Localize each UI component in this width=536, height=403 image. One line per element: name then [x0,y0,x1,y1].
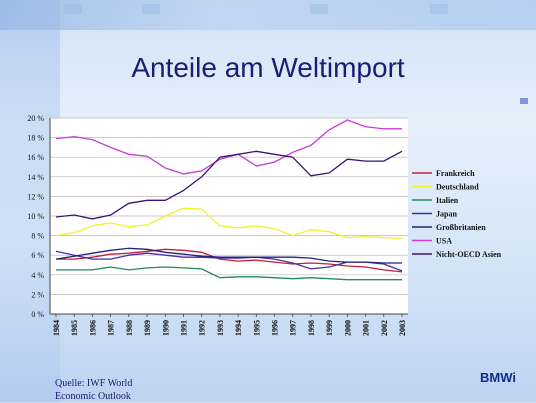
series-line [55,250,403,272]
series-line [56,248,403,273]
x-tick-label: 1996 [271,320,280,336]
x-tick-label: 1987 [107,320,116,336]
series-line [55,207,403,240]
x-tick-label: 1998 [307,320,316,336]
series-line [56,266,402,281]
y-tick-label: 16 % [27,153,44,162]
x-tick-label: 2002 [380,320,389,336]
y-tick-label: 6 % [31,251,44,260]
y-tick-label: 10 % [27,212,44,221]
x-tick-label: 1985 [70,320,79,336]
slide-title: Anteile am Weltimport [131,52,405,83]
x-tick-label: 1988 [125,320,134,336]
decoration-stripe [520,98,528,104]
x-tick-label: 2001 [362,320,371,336]
decoration-square [430,4,448,14]
y-tick-label: 18 % [27,134,44,143]
legend-label: Großbritanien [436,223,486,232]
y-tick-label: 4 % [31,271,44,280]
y-tick-label: 14 % [27,173,44,182]
legend-label: Japan [436,210,457,219]
series-line [55,119,402,175]
series-lines [55,119,403,281]
y-tick-label: 12 % [27,192,44,201]
legend-label: Deutschland [436,183,479,192]
x-tick-label: 1992 [198,320,207,336]
x-tick-label: 1989 [143,320,152,336]
legend-label: USA [436,237,452,246]
x-tick-label: 1999 [325,320,334,336]
x-tick-label: 1994 [234,320,243,336]
source-line-1: Quelle: IWF World [55,378,133,389]
y-tick-label: 20 % [27,114,44,123]
legend-label: Frankreich [436,169,475,178]
x-tick-label: 1990 [161,320,170,336]
decoration-square [310,4,328,14]
source-line-2: Economic Outlook [55,391,131,402]
legend-label: Nicht-OECD Asien [436,250,502,259]
x-tick-label: 1997 [289,320,298,336]
y-tick-label: 8 % [31,232,44,241]
y-axis-ticks: 0 % 2 % 4 % 6 % 8 % 10 % 12 % 14 % 16 % 18 % 20 % [27,114,44,319]
x-tick-label: 1995 [252,320,261,336]
brand-logo: BMWi [480,370,516,385]
series-line [55,247,402,264]
x-tick-label: 2003 [398,320,407,336]
legend: Frankreich Deutschland Italien Japan Großbri… [412,169,502,259]
decoration-square [142,4,160,14]
series-line [55,150,403,220]
top-decoration [0,0,536,30]
x-tick-label: 2000 [343,320,352,336]
decoration-square [64,4,82,14]
x-tick-label: 1993 [216,320,225,336]
x-axis-ticks: 1984 1985 1986 1987 1988 1989 1990 1991 1992 1993… [52,314,407,336]
x-tick-label: 1991 [179,320,188,336]
y-tick-label: 2 % [31,290,44,299]
x-tick-label: 1984 [52,320,61,336]
y-tick-label: 0 % [31,310,44,319]
x-tick-label: 1986 [88,320,97,336]
source-note: Quelle: IWF World Economic Outlook [55,377,195,403]
legend-label: Italien [436,196,459,205]
